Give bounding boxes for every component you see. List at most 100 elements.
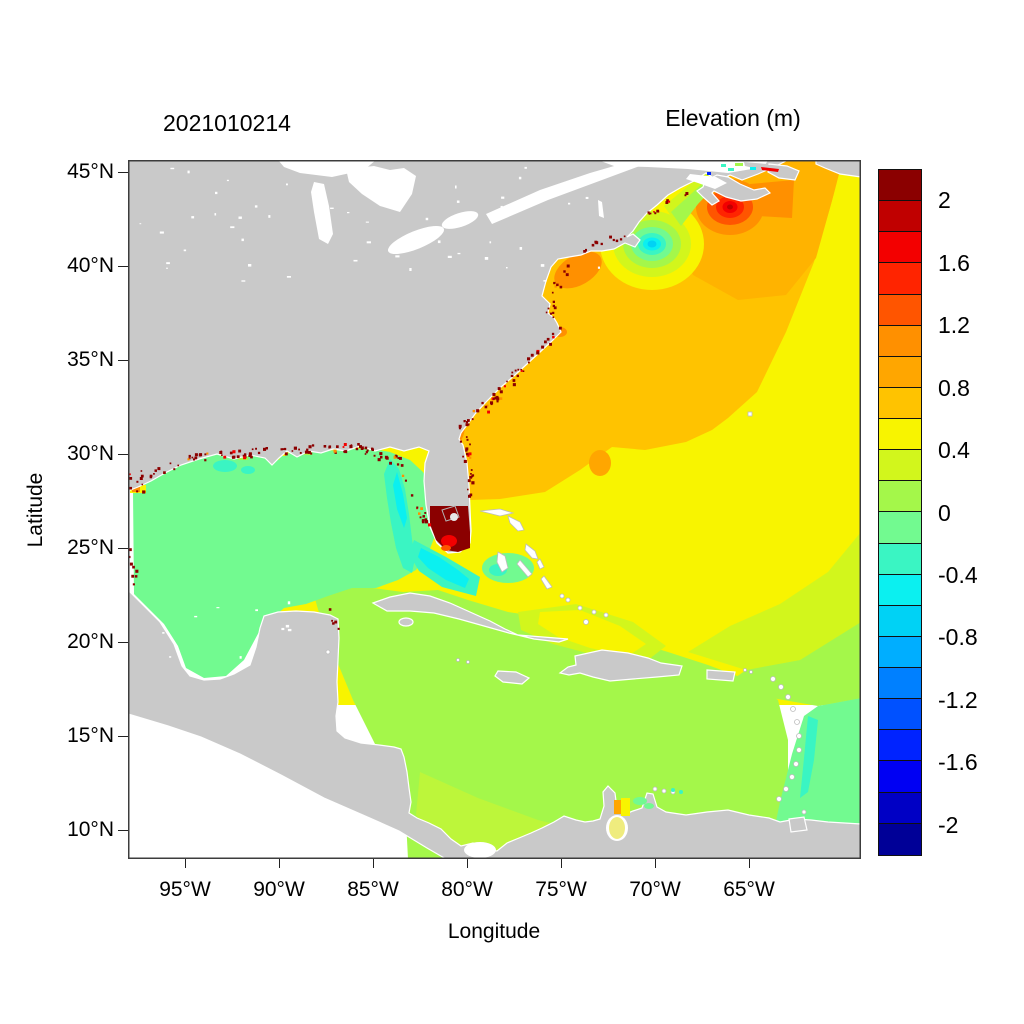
x-tick-mark	[560, 859, 562, 868]
puerto-rico-land	[706, 669, 736, 682]
y-tick-label: 25°N	[67, 536, 114, 559]
gulf-of-mexico-field	[133, 448, 438, 678]
colorbar-segment	[879, 294, 921, 326]
colorbar-segment	[879, 543, 921, 575]
small-islands	[325, 411, 807, 815]
cape-breton-land	[767, 163, 800, 181]
x-tick-label: 70°W	[629, 878, 681, 901]
colorbar-segment	[879, 356, 921, 388]
y-tick-mark	[118, 265, 128, 267]
colorbar-segment	[879, 325, 921, 357]
x-tick-mark	[748, 859, 750, 868]
y-tick-label: 35°N	[67, 348, 114, 371]
gulf-of-panama	[464, 842, 496, 858]
yellow-tongue-windward-passage	[538, 610, 646, 656]
timestamp-title: 2021010214	[163, 110, 291, 136]
st-lawrence-river	[486, 160, 656, 224]
mexico-central-south-america-land	[128, 589, 861, 859]
colorbar-tick-label: 1.2	[938, 312, 970, 339]
lake-huron	[346, 166, 416, 212]
lake-champlain	[598, 200, 604, 218]
coastal-flood-speckles	[128, 192, 689, 630]
blue-dot	[707, 172, 711, 175]
lake-erie	[387, 226, 445, 254]
x-tick-label: 65°W	[723, 878, 775, 901]
x-tick-mark	[466, 859, 468, 868]
colorbar-tick-label: 0	[938, 499, 951, 526]
y-tick-label: 30°N	[67, 442, 114, 465]
lake-ontario	[441, 211, 479, 229]
orange-patch-bahamas-ne	[589, 450, 611, 476]
y-tick-mark	[118, 359, 128, 361]
x-tick-mark	[654, 859, 656, 868]
colorbar-tick-label: 2	[938, 187, 951, 214]
x-tick-label: 85°W	[347, 878, 399, 901]
colorbar-segment	[879, 481, 921, 513]
colorbar-segment	[879, 450, 921, 482]
lake-superior	[278, 160, 376, 177]
x-tick-mark	[278, 859, 280, 868]
colorbar-tick-label: -0.8	[938, 624, 978, 651]
lake-okeechobee	[450, 513, 458, 521]
y-tick-mark	[118, 735, 128, 737]
y-tick-mark	[118, 547, 128, 549]
colorbar-segment	[879, 730, 921, 762]
elevation-map	[128, 160, 861, 859]
colorbar-segment	[879, 605, 921, 637]
x-tick-label: 80°W	[441, 878, 493, 901]
colorbar-segment	[879, 761, 921, 793]
south-florida-flooded-area	[430, 505, 470, 552]
colorbar-segment	[879, 263, 921, 295]
colorbar-segment	[879, 636, 921, 668]
colorbar-segment	[879, 668, 921, 700]
colorbar-segment	[879, 512, 921, 544]
jamaica-land	[494, 670, 531, 685]
y-tick-label: 40°N	[67, 254, 114, 277]
bay-of-fundy	[686, 174, 727, 189]
trinidad-land	[788, 816, 808, 833]
colorbar-tick-label: 1.6	[938, 249, 970, 276]
lakes-and-rivers	[278, 160, 768, 858]
cuba-land	[371, 592, 569, 643]
y-tick-mark	[118, 641, 128, 643]
colorbar-tick-label: -0.4	[938, 561, 978, 588]
gulf-of-st-lawrence	[598, 160, 768, 173]
small-lakes-dots	[139, 166, 600, 659]
x-tick-label: 95°W	[159, 878, 211, 901]
colorbar-segment	[879, 699, 921, 731]
y-tick-mark	[118, 453, 128, 455]
lake-maracaibo	[609, 817, 625, 839]
y-tick-mark	[118, 829, 128, 831]
y-tick-label: 20°N	[67, 630, 114, 653]
colorbar-segment	[879, 823, 921, 855]
colorbar	[878, 169, 922, 856]
map-plot-area	[128, 160, 861, 859]
west-florida-shelf-band	[384, 459, 415, 573]
x-tick-mark	[184, 859, 186, 868]
colorbar-segment	[879, 792, 921, 824]
bermuda-island	[747, 411, 753, 417]
colorbar-segment	[879, 419, 921, 451]
colorbar-title: Elevation (m)	[665, 105, 801, 131]
colorbar-tick-label: -1.2	[938, 686, 978, 713]
colorbar-tick-label: 0.8	[938, 374, 970, 401]
northern-edge-streaks	[707, 163, 779, 175]
colorbar-tick-label: -2	[938, 811, 959, 838]
orange-patch-new-jersey	[554, 251, 602, 289]
colorbar-tick-label: -1.6	[938, 749, 978, 776]
north-america-land	[128, 160, 789, 554]
x-tick-label: 75°W	[535, 878, 587, 901]
y-tick-label: 45°N	[67, 160, 114, 183]
y-tick-label: 15°N	[67, 724, 114, 747]
colorbar-segment	[879, 574, 921, 606]
colorbar-segment	[879, 201, 921, 233]
colorbar-segment	[879, 232, 921, 264]
newfoundland-corner-land	[815, 160, 861, 178]
colorbar-segment	[879, 170, 921, 202]
x-tick-label: 90°W	[253, 878, 305, 901]
lake-michigan	[311, 182, 333, 244]
y-tick-mark	[118, 171, 128, 173]
colorbar-segment	[879, 387, 921, 419]
plot-frame	[128, 160, 861, 859]
